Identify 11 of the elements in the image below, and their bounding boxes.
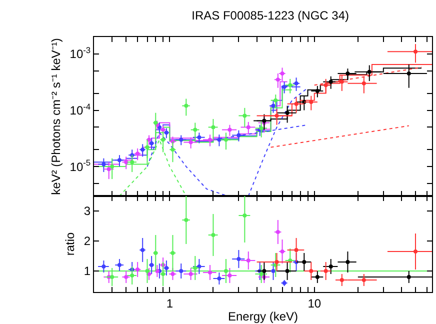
y-tick-label: 10$^{-3}$ — [70, 45, 91, 62]
x-axis-title: Energy (keV) — [228, 309, 298, 324]
y-tick-label: 10$^{-5}$ — [70, 158, 91, 174]
y-tick-label: 3 — [84, 204, 91, 218]
y-tick-label: 10$^{-4}$ — [70, 101, 91, 118]
y-axis-title: ratio — [63, 232, 78, 256]
x-tick-label: 10 — [308, 296, 322, 310]
y-tick-label: 2 — [84, 234, 91, 248]
y-axis-title: keV² (Photons cm⁻² s⁻¹ keV⁻¹) — [49, 38, 64, 195]
y-tick-label: 1 — [84, 264, 91, 278]
chart-title: IRAS F00085-1223 (NGC 34) — [192, 8, 350, 23]
